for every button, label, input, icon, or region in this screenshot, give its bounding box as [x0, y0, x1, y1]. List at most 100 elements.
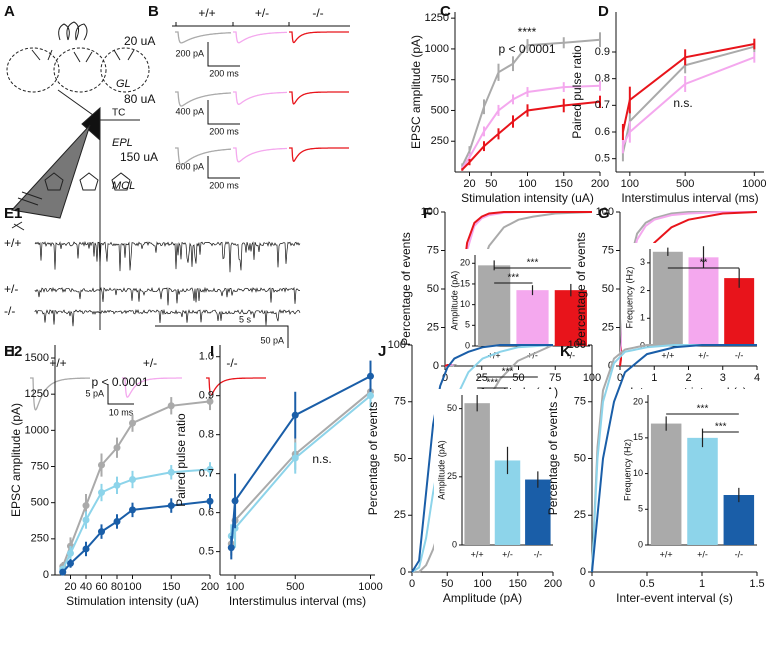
trace — [30, 377, 90, 411]
y-tick-label: 500 — [31, 497, 49, 509]
y-tick-label: 0.8 — [199, 429, 214, 441]
glomerulus — [53, 47, 107, 93]
point — [227, 544, 235, 552]
category-label: -/- — [567, 350, 576, 360]
category-label: -/- — [534, 549, 543, 559]
series-line — [61, 400, 211, 567]
dendrites — [31, 49, 135, 63]
panel-label: H — [4, 343, 15, 360]
series-line — [230, 391, 372, 544]
significance-label: *** — [715, 422, 727, 433]
y-tick-label: 100 — [388, 339, 406, 351]
point — [98, 489, 105, 497]
y-axis-label: Percentage of events — [399, 232, 413, 345]
x-tick-label: 1.5 — [749, 578, 764, 590]
annotation: n.s. — [673, 96, 692, 110]
y-axis-label: Percentage of events — [366, 402, 380, 515]
annotation: **** — [518, 25, 537, 39]
genotype-label: -/- — [226, 356, 237, 370]
x-tick-label: 2 — [685, 372, 691, 384]
x-tick-label: 1 — [699, 578, 705, 590]
y-axis-label: Percentage of events — [546, 402, 560, 515]
y-tick-label: 50 — [394, 452, 406, 464]
x-tick-label: 50 — [512, 372, 524, 384]
tufted-cell — [81, 106, 101, 142]
significance-label: *** — [697, 404, 709, 415]
y-tick-label: 100 — [421, 206, 439, 218]
layer-label: EPL — [112, 137, 133, 149]
panel-label: J — [378, 343, 386, 360]
scale-label: 200 ms — [209, 180, 239, 190]
x-tick-label: 0 — [617, 372, 623, 384]
category-label: +/+ — [660, 549, 673, 559]
y-tick-label: 5 — [465, 320, 470, 330]
y-tick-label: 250 — [431, 135, 449, 147]
y-tick-label: 1250 — [25, 388, 49, 400]
y-tick-label: 10 — [633, 468, 643, 478]
y-axis-label: Amplitude (pA) — [436, 440, 446, 500]
point — [113, 444, 121, 452]
panel-label: B — [148, 3, 159, 20]
point — [82, 502, 90, 510]
annotation: p < 0.0001 — [498, 42, 555, 56]
panel-label: E2 — [4, 343, 22, 360]
significance-label: *** — [527, 258, 539, 269]
y-tick-label: 15 — [460, 278, 470, 288]
y-tick-label: 0 — [465, 340, 470, 350]
x-tick-label: 100 — [518, 178, 536, 190]
point — [167, 468, 175, 476]
y-axis-label: Frequency (Hz) — [624, 266, 634, 328]
x-tick-label: 3 — [720, 372, 726, 384]
x-axis-label: Inter-event interval (s) — [616, 591, 733, 605]
y-tick-label: 75 — [602, 244, 614, 256]
y-tick-label: 0 — [580, 566, 586, 578]
category-label: +/+ — [488, 350, 501, 360]
y-tick-label: 5 — [638, 504, 643, 514]
trace — [289, 147, 349, 162]
x-tick-label: 500 — [286, 581, 304, 593]
x-tick-label: 60 — [95, 581, 107, 593]
category-label: +/+ — [661, 350, 674, 360]
panel-label: K — [560, 343, 571, 360]
y-tick-label: 0 — [638, 539, 643, 549]
y-tick-label: 1 — [640, 313, 645, 323]
y-tick-label: 750 — [31, 460, 49, 472]
category-label: -/- — [735, 350, 744, 360]
point — [167, 502, 175, 510]
genotype-label: +/+ — [49, 356, 66, 370]
x-tick-label: 25 — [476, 372, 488, 384]
x-tick-label: 200 — [201, 581, 219, 593]
point — [113, 481, 121, 489]
layer-label: MCL — [112, 180, 135, 192]
y-tick-label: 1.0 — [199, 351, 214, 363]
y-axis-label: EPSC amplitude (pA) — [9, 403, 23, 517]
series-line — [61, 468, 211, 570]
annotation: p < 0.0001 — [91, 375, 148, 389]
x-tick-label: 150 — [509, 578, 527, 590]
genotype-label: -/- — [312, 6, 323, 20]
x-tick-label: 80 — [111, 581, 123, 593]
glomerulus — [6, 47, 60, 93]
series-line — [461, 38, 601, 167]
bar — [478, 265, 511, 346]
panel-label: F — [423, 205, 432, 222]
y-tick-label: 25 — [427, 321, 439, 333]
x-axis-label: Interstimulus interval (ms) — [621, 191, 758, 205]
point — [67, 549, 74, 557]
y-tick-label: 75 — [427, 244, 439, 256]
y-tick-label: 1000 — [425, 43, 449, 55]
x-tick-label: 500 — [676, 178, 694, 190]
x-tick-label: 100 — [123, 581, 141, 593]
y-tick-label: 25 — [602, 321, 614, 333]
series-line — [622, 56, 755, 146]
panel-label: D — [598, 3, 609, 20]
point — [129, 506, 136, 514]
x-tick-label: 0 — [589, 578, 595, 590]
mitral-cells — [44, 172, 131, 191]
y-tick-label: 0 — [400, 566, 406, 578]
annotation: n.s. — [312, 452, 331, 466]
trace — [34, 286, 300, 306]
bar — [688, 257, 719, 346]
point — [82, 516, 90, 524]
